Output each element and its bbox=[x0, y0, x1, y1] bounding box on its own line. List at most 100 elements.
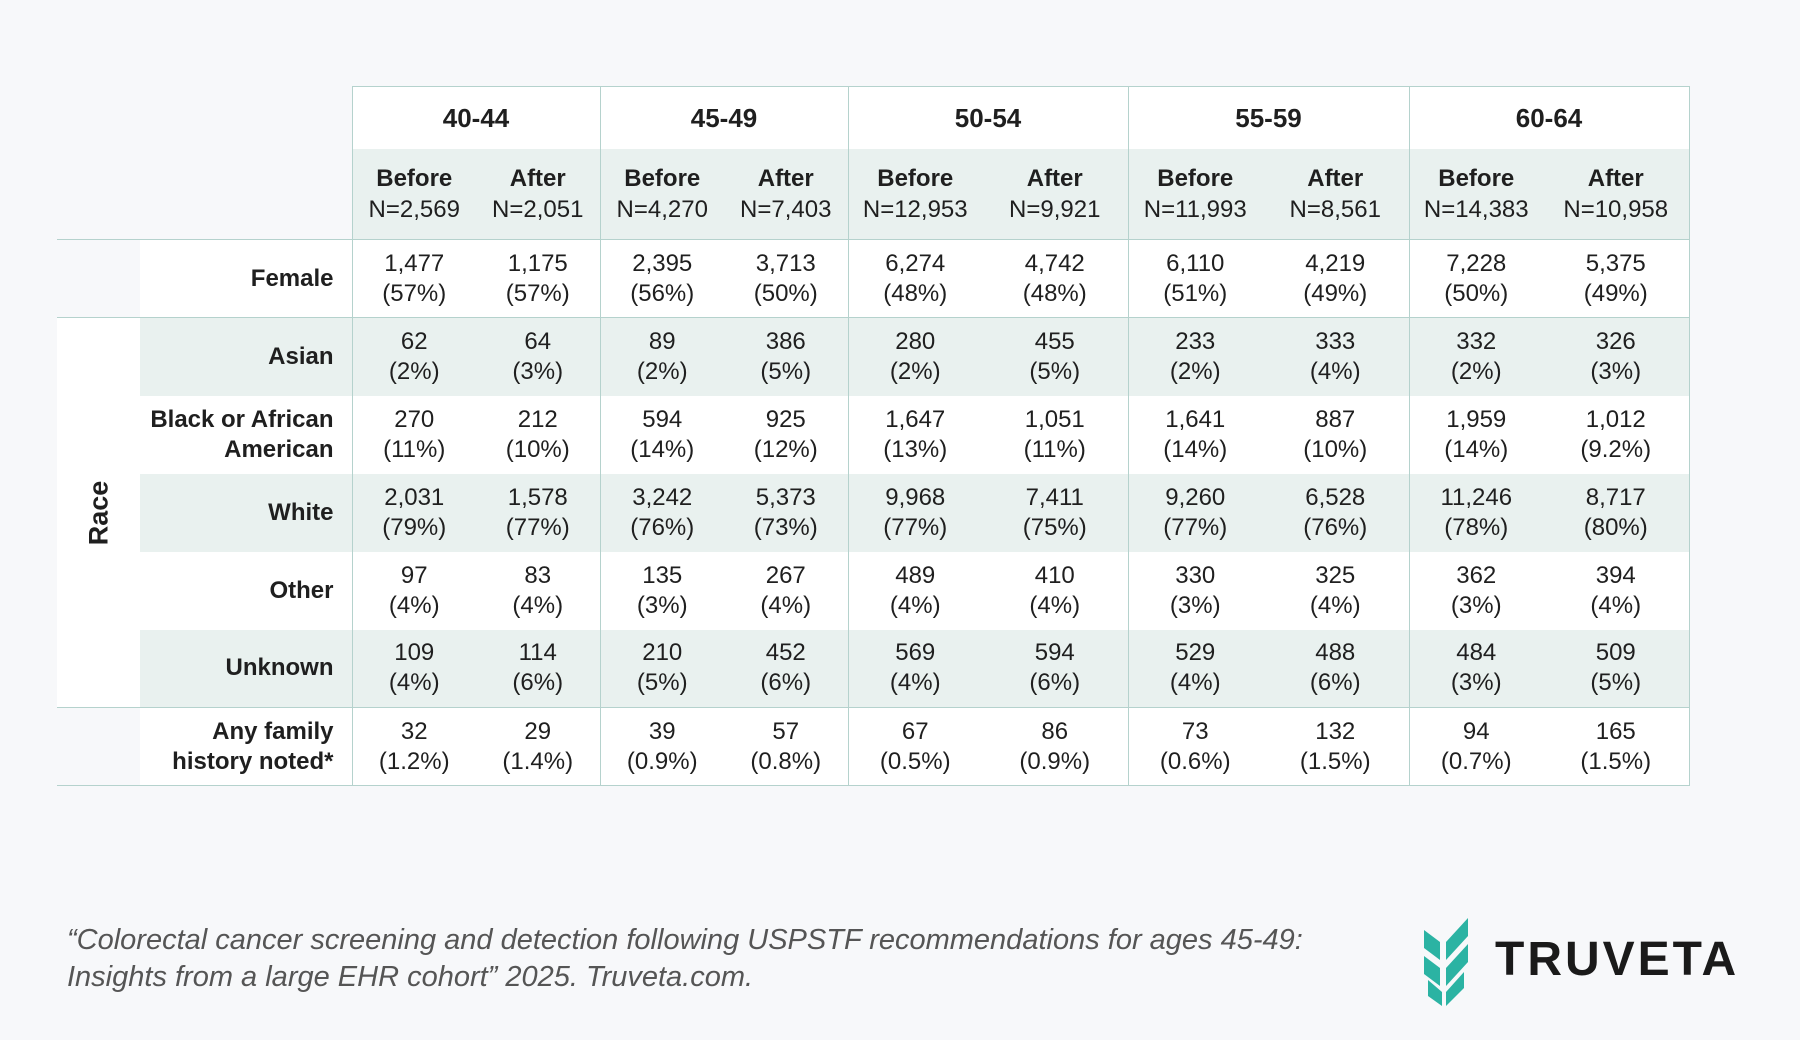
table-cell: 455 (5%) bbox=[982, 317, 1129, 396]
age-group-header: 60-64 bbox=[1408, 86, 1690, 149]
table-cell: 330 (3%) bbox=[1127, 551, 1262, 630]
cell-percent: (76%) bbox=[630, 513, 695, 541]
table-cell: 325 (4%) bbox=[1262, 551, 1410, 630]
blank-cell bbox=[57, 707, 140, 786]
cell-percent: (57%) bbox=[505, 279, 570, 307]
cell-percent: (1.4%) bbox=[502, 747, 574, 775]
table-row: Any family history noted* 32 (1.2%) 29 (1.4%)… bbox=[57, 707, 1690, 786]
cell-count: 267 bbox=[765, 561, 806, 589]
truveta-logo: TRUVETA bbox=[1420, 912, 1750, 1007]
cell-percent: (10%) bbox=[505, 435, 570, 463]
cell-count: 270 bbox=[394, 405, 435, 433]
table-cell: 210 (5%) bbox=[599, 629, 724, 708]
after-label: After bbox=[757, 165, 814, 192]
cell-percent: (6%) bbox=[760, 669, 812, 697]
cell-percent: (3%) bbox=[1450, 669, 1502, 697]
before-column-header: Before N=11,993 bbox=[1127, 149, 1262, 240]
sample-size: N=11,993 bbox=[1143, 196, 1247, 223]
table-row: Unknown 109 (4%) 114 (6%) 210 (5%) 452 (6%) 569 (4… bbox=[57, 629, 1690, 708]
cell-percent: (51%) bbox=[1163, 279, 1228, 307]
sample-size: N=8,561 bbox=[1289, 196, 1381, 223]
table-cell: 2,395 (56%) bbox=[599, 239, 724, 318]
cell-percent: (0.9%) bbox=[626, 747, 698, 775]
cell-percent: (75%) bbox=[1022, 513, 1087, 541]
table-cell: 1,051 (11%) bbox=[982, 395, 1129, 474]
cell-percent: (80%) bbox=[1583, 513, 1648, 541]
cell-count: 326 bbox=[1595, 327, 1636, 355]
cell-percent: (77%) bbox=[505, 513, 570, 541]
after-column-header: After N=8,561 bbox=[1262, 149, 1410, 240]
table-cell: 484 (3%) bbox=[1408, 629, 1543, 708]
sample-size: N=7,403 bbox=[740, 196, 832, 223]
table-cell: 267 (4%) bbox=[724, 551, 849, 630]
sample-size: N=14,383 bbox=[1423, 196, 1529, 223]
cell-count: 489 bbox=[895, 561, 936, 589]
cell-count: 330 bbox=[1175, 561, 1216, 589]
table-cell: 887 (10%) bbox=[1262, 395, 1410, 474]
cell-percent: (6%) bbox=[512, 669, 564, 697]
table-row: Female 1,477 (57%) 1,175 (57%) 2,395 (56%) 3,71… bbox=[57, 239, 1690, 318]
before-after-header-row: Before N=2,569 After N=2,051 Before N=4,270 Af… bbox=[57, 149, 1690, 240]
table-cell: 5,373 (73%) bbox=[724, 473, 849, 552]
cell-percent: (50%) bbox=[1444, 279, 1509, 307]
before-label: Before bbox=[376, 165, 453, 192]
cell-count: 1,051 bbox=[1024, 405, 1085, 433]
cell-percent: (0.7%) bbox=[1440, 747, 1512, 775]
cell-percent: (4%) bbox=[1309, 357, 1361, 385]
cell-count: 333 bbox=[1315, 327, 1356, 355]
table-cell: 332 (2%) bbox=[1408, 317, 1543, 396]
table-cell: 594 (6%) bbox=[982, 629, 1129, 708]
cell-count: 3,242 bbox=[632, 483, 693, 511]
cell-percent: (77%) bbox=[1163, 513, 1228, 541]
cell-percent: (9.2%) bbox=[1580, 435, 1652, 463]
cell-count: 210 bbox=[642, 639, 683, 667]
cell-count: 887 bbox=[1315, 405, 1356, 433]
cell-count: 94 bbox=[1462, 717, 1490, 745]
citation: “Colorectal cancer screening and detecti… bbox=[67, 922, 1303, 996]
cell-percent: (13%) bbox=[883, 435, 948, 463]
cell-count: 1,647 bbox=[885, 405, 946, 433]
row-label-line: history noted* bbox=[172, 747, 334, 775]
cell-count: 7,228 bbox=[1446, 249, 1507, 277]
cell-count: 97 bbox=[400, 561, 428, 589]
cell-percent: (14%) bbox=[630, 435, 695, 463]
cell-count: 455 bbox=[1034, 327, 1075, 355]
table-cell: 6,528 (76%) bbox=[1262, 473, 1410, 552]
cell-percent: (5%) bbox=[636, 669, 688, 697]
table-cell: 1,175 (57%) bbox=[476, 239, 601, 318]
table-cell: 64 (3%) bbox=[476, 317, 601, 396]
cell-percent: (57%) bbox=[382, 279, 447, 307]
truveta-logo-mark-icon bbox=[1424, 918, 1468, 1006]
table-cell: 270 (11%) bbox=[351, 395, 476, 474]
cell-percent: (4%) bbox=[760, 591, 812, 619]
cell-percent: (48%) bbox=[883, 279, 948, 307]
cell-count: 1,959 bbox=[1446, 405, 1507, 433]
after-column-header: After N=9,921 bbox=[982, 149, 1129, 240]
table-cell: 6,274 (48%) bbox=[847, 239, 982, 318]
cell-count: 386 bbox=[765, 327, 806, 355]
cell-count: 4,742 bbox=[1024, 249, 1085, 277]
cell-count: 1,175 bbox=[507, 249, 568, 277]
table-cell: 569 (4%) bbox=[847, 629, 982, 708]
sample-size: N=2,569 bbox=[368, 196, 460, 223]
cell-percent: (6%) bbox=[1309, 669, 1361, 697]
cell-count: 325 bbox=[1315, 561, 1356, 589]
citation-line-1: “Colorectal cancer screening and detecti… bbox=[67, 924, 1303, 956]
cell-count: 1,641 bbox=[1165, 405, 1226, 433]
table-cell: 3,713 (50%) bbox=[724, 239, 849, 318]
cell-count: 594 bbox=[642, 405, 683, 433]
sample-size: N=4,270 bbox=[616, 196, 708, 223]
cell-percent: (4%) bbox=[388, 591, 440, 619]
cell-count: 1,477 bbox=[384, 249, 445, 277]
cell-count: 332 bbox=[1456, 327, 1497, 355]
cell-percent: (4%) bbox=[1029, 591, 1081, 619]
row-label-line: Black or African bbox=[150, 405, 334, 433]
before-label: Before bbox=[624, 165, 701, 192]
blank-cell bbox=[57, 239, 140, 318]
cell-percent: (6%) bbox=[1029, 669, 1081, 697]
age-group-header-row: 40-44 45-49 50-54 55-59 60-64 bbox=[57, 86, 1690, 149]
sample-size: N=2,051 bbox=[492, 196, 584, 223]
row-label: Black or African American bbox=[140, 395, 353, 474]
cell-count: 32 bbox=[400, 717, 428, 745]
cell-percent: (4%) bbox=[1590, 591, 1642, 619]
